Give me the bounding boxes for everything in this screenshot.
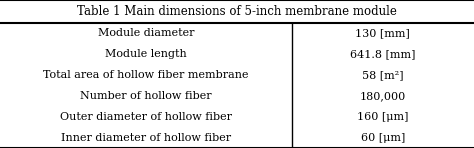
Text: Total area of hollow fiber membrane: Total area of hollow fiber membrane: [43, 70, 248, 80]
Text: 641.8 [mm]: 641.8 [mm]: [350, 49, 416, 59]
Text: 60 [μm]: 60 [μm]: [361, 133, 405, 143]
Text: Module diameter: Module diameter: [98, 28, 194, 38]
Text: Outer diameter of hollow fiber: Outer diameter of hollow fiber: [60, 112, 232, 122]
Text: 58 [m²]: 58 [m²]: [362, 70, 403, 80]
Text: Inner diameter of hollow fiber: Inner diameter of hollow fiber: [61, 133, 231, 143]
Text: 180,000: 180,000: [360, 91, 406, 101]
Text: Module length: Module length: [105, 49, 187, 59]
Text: Number of hollow fiber: Number of hollow fiber: [80, 91, 211, 101]
Text: 130 [mm]: 130 [mm]: [356, 28, 410, 38]
Text: 160 [μm]: 160 [μm]: [357, 112, 409, 122]
Text: Table 1 Main dimensions of 5-inch membrane module: Table 1 Main dimensions of 5-inch membra…: [77, 5, 397, 18]
